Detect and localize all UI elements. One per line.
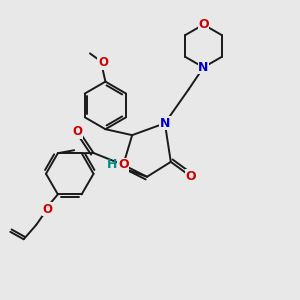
Text: N: N — [198, 61, 209, 74]
Text: O: O — [198, 18, 209, 31]
Text: H: H — [107, 158, 117, 171]
Text: N: N — [160, 117, 170, 130]
Text: O: O — [185, 170, 196, 183]
Text: O: O — [42, 203, 52, 216]
Text: O: O — [98, 56, 108, 69]
Text: O: O — [118, 158, 129, 171]
Text: O: O — [72, 125, 82, 138]
